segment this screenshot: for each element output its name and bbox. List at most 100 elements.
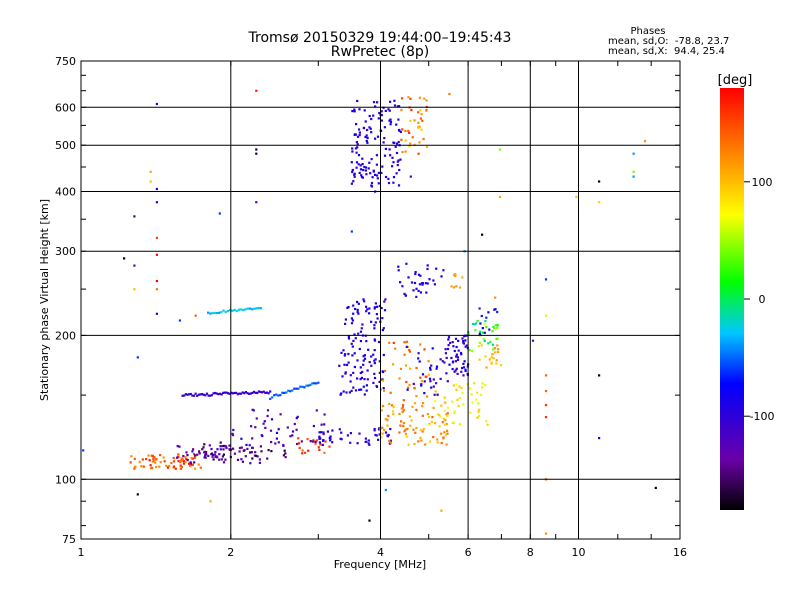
- data-point: [404, 364, 408, 367]
- data-point: [462, 342, 465, 345]
- data-point: [492, 347, 495, 350]
- data-point: [243, 392, 246, 395]
- data-point: [490, 356, 493, 359]
- data-point: [389, 118, 392, 121]
- data-point: [374, 433, 377, 437]
- data-point: [445, 443, 448, 446]
- data-point: [378, 433, 381, 436]
- data-point: [498, 195, 502, 198]
- x-tick-label: 1: [78, 546, 85, 559]
- data-point: [207, 454, 210, 457]
- data-point: [452, 384, 455, 387]
- data-point: [260, 450, 263, 453]
- data-point: [368, 361, 371, 364]
- data-point: [270, 440, 273, 444]
- data-point: [277, 441, 280, 444]
- data-point: [372, 353, 375, 356]
- data-point: [417, 352, 420, 355]
- data-point: [401, 128, 404, 131]
- data-point: [134, 465, 137, 468]
- data-point: [371, 176, 374, 179]
- data-point: [436, 393, 439, 396]
- data-point: [240, 437, 243, 440]
- plot-grid: [81, 61, 680, 539]
- data-point: [453, 370, 456, 373]
- data-point: [352, 180, 355, 183]
- data-point: [224, 445, 227, 448]
- data-point: [383, 126, 386, 129]
- data-point: [435, 267, 438, 270]
- data-point: [405, 428, 408, 431]
- data-point: [425, 145, 429, 148]
- data-point: [632, 152, 635, 155]
- data-point: [357, 154, 361, 157]
- data-point: [238, 392, 241, 395]
- data-point: [199, 466, 202, 469]
- data-point: [433, 283, 436, 286]
- data-point: [151, 466, 154, 469]
- data-point: [176, 445, 179, 448]
- data-point: [384, 109, 387, 112]
- data-point: [478, 307, 481, 310]
- data-point: [165, 464, 168, 467]
- data-point: [275, 437, 278, 440]
- data-point: [427, 415, 431, 419]
- data-point: [349, 374, 352, 377]
- data-point: [391, 156, 394, 159]
- data-point: [318, 448, 321, 451]
- data-point: [390, 404, 394, 407]
- data-point: [295, 428, 298, 431]
- data-point: [339, 393, 342, 396]
- data-point: [322, 431, 325, 434]
- data-point: [464, 339, 467, 342]
- data-point: [433, 400, 437, 403]
- data-point: [366, 378, 369, 381]
- data-point: [269, 397, 272, 400]
- data-point: [485, 316, 488, 319]
- data-point: [425, 109, 428, 112]
- data-point: [459, 351, 463, 355]
- data-point: [402, 421, 405, 425]
- data-point: [344, 371, 347, 374]
- data-point: [351, 319, 354, 322]
- data-point: [231, 432, 234, 435]
- data-point: [481, 382, 484, 385]
- data-point: [356, 442, 359, 445]
- data-point: [421, 283, 424, 286]
- data-point: [172, 460, 176, 463]
- data-point: [315, 409, 318, 412]
- data-point: [218, 311, 221, 314]
- data-point: [340, 392, 343, 395]
- data-point: [412, 289, 415, 292]
- data-point: [395, 151, 399, 155]
- data-point: [544, 278, 548, 281]
- data-point: [417, 126, 420, 129]
- data-point: [373, 428, 376, 431]
- data-point: [378, 427, 381, 430]
- data-point: [384, 175, 388, 179]
- data-point: [382, 389, 386, 392]
- phases-o-line: mean, sd,O: -78.8, 23.7: [608, 36, 729, 47]
- data-point: [544, 416, 548, 419]
- data-point: [362, 359, 365, 362]
- data-point: [357, 302, 360, 305]
- data-point: [431, 416, 434, 419]
- data-point: [241, 460, 244, 463]
- data-point: [356, 146, 359, 149]
- data-point: [249, 392, 252, 395]
- data-point: [258, 461, 261, 464]
- data-point: [155, 253, 158, 256]
- chart-subtitle: RwPretec (8p): [331, 44, 429, 60]
- data-point: [238, 446, 242, 450]
- data-point: [347, 335, 350, 338]
- data-point: [478, 358, 481, 361]
- data-point: [264, 426, 267, 429]
- data-point: [192, 394, 196, 397]
- data-point: [358, 171, 361, 174]
- data-point: [191, 394, 194, 397]
- data-point: [432, 279, 435, 282]
- data-point: [349, 432, 352, 435]
- data-point: [359, 371, 362, 375]
- data-point: [377, 340, 381, 344]
- data-point: [632, 175, 635, 178]
